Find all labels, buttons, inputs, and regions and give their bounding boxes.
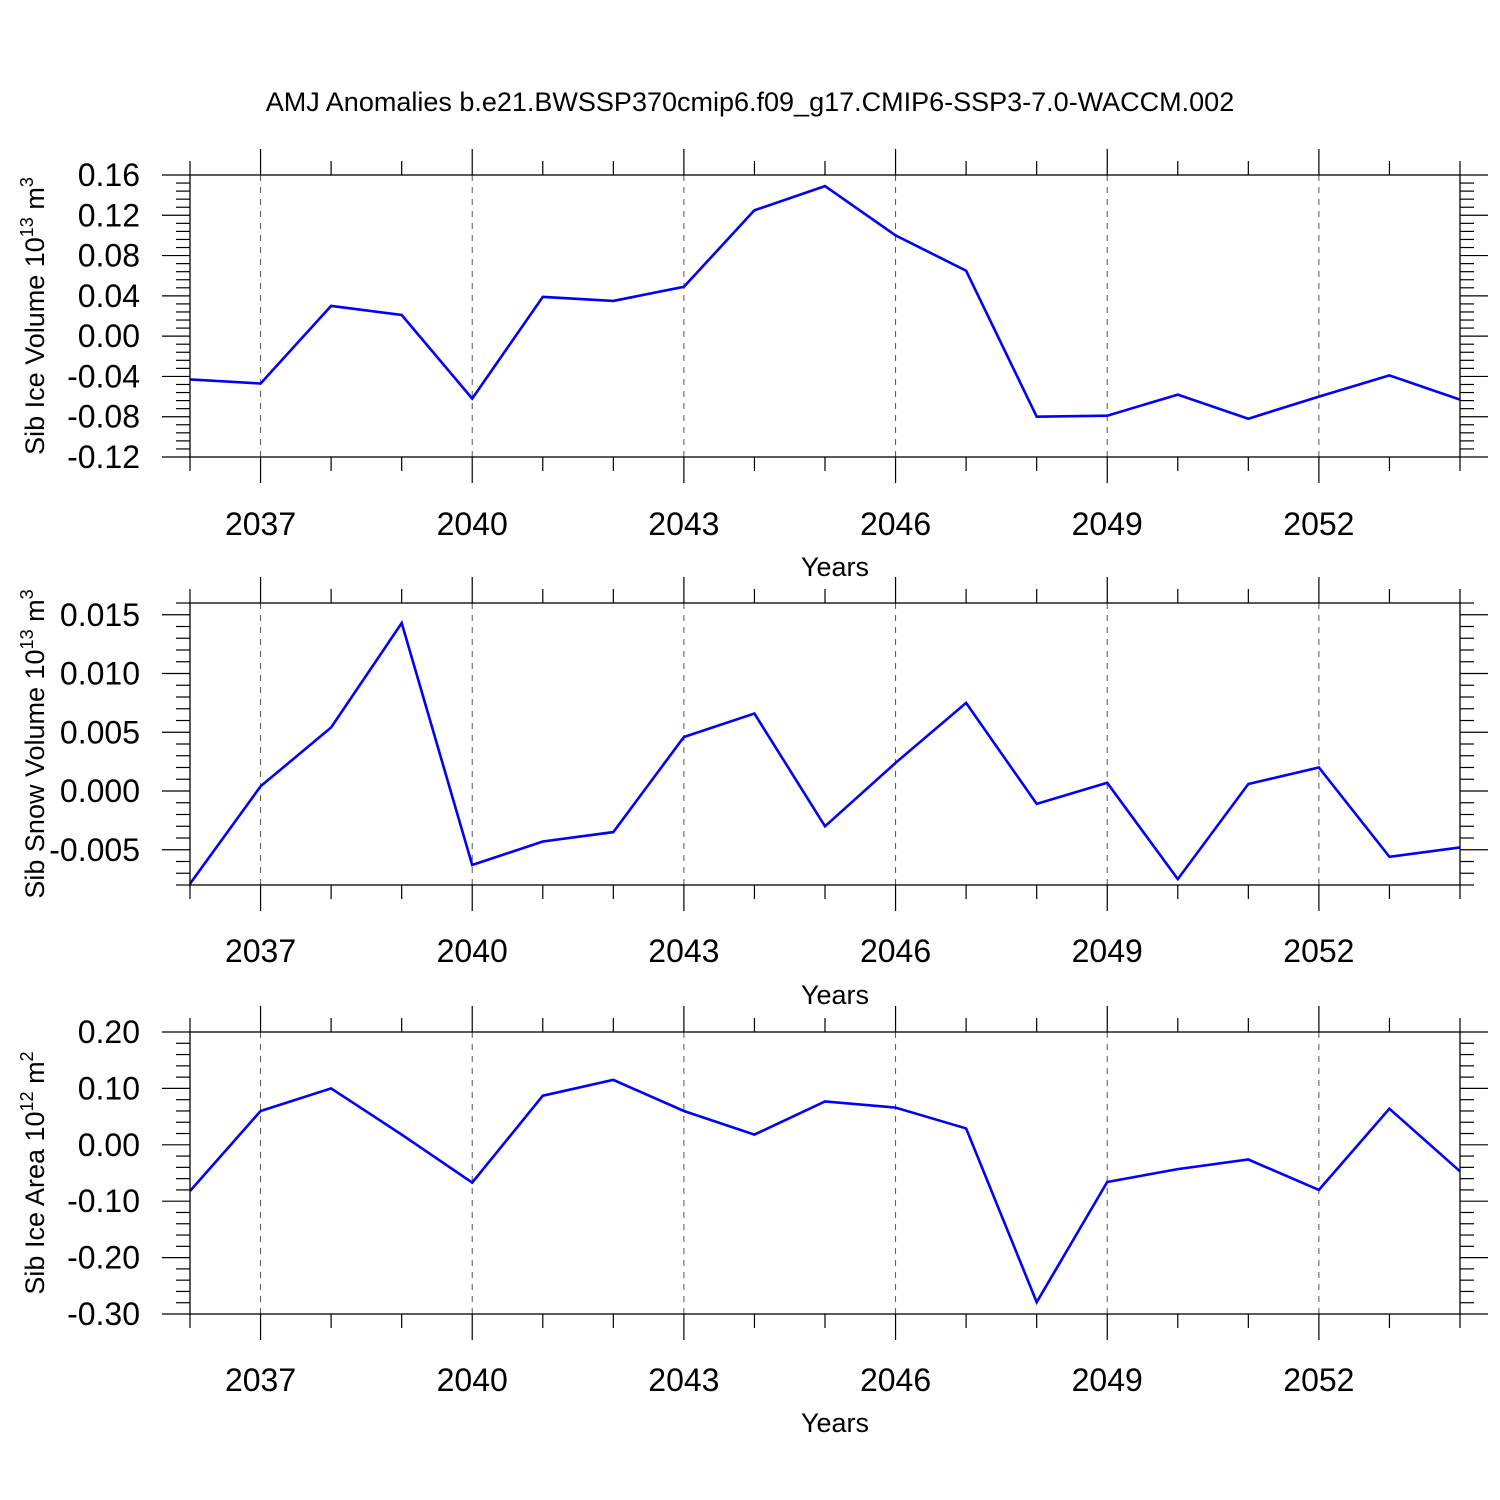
y-axis-title-exponent: 13 — [17, 217, 37, 237]
y-axis-title: Sib Snow Volume 1013 m3 — [17, 589, 50, 898]
y-axis-title: Sib Ice Volume 1013 m3 — [17, 177, 50, 455]
x-tick-label: 2043 — [648, 1362, 719, 1398]
y-axis-title: Sib Ice Area 1012 m2 — [17, 1051, 50, 1294]
y-axis-title-unit: m — [20, 1061, 50, 1091]
x-tick-label: 2037 — [225, 933, 296, 969]
y-tick-label: 0.010 — [60, 656, 140, 692]
y-tick-label: -0.12 — [67, 439, 140, 475]
plot-frame — [189, 174, 1461, 458]
chart-panel-1: 2037 2040 2043 2046 2049 2052 Years -0.12 -0.08 -… — [17, 149, 1488, 582]
x-tick-label: 2037 — [225, 506, 296, 542]
x-tick-label: 2052 — [1283, 506, 1354, 542]
y-axis-title-text: Sib Ice Area 10 — [20, 1111, 50, 1294]
plot-frame — [189, 602, 1461, 886]
y-axis-title-text: Sib Snow Volume 10 — [20, 649, 50, 898]
y-axis-title-unit: m — [20, 187, 50, 217]
y-axis-title-unit: m — [20, 599, 50, 629]
y-tick-label: 0.04 — [78, 278, 140, 314]
y-tick-label: 0.20 — [78, 1014, 140, 1050]
panels: 2037 2040 2043 2046 2049 2052 Years -0.12 -0.08 -… — [17, 149, 1488, 1438]
y-tick-label: 0.12 — [78, 197, 140, 233]
chart-panel-2: 2037 2040 2043 2046 2049 2052 Years -0.005 0.000… — [17, 577, 1488, 1010]
x-tick-label: 2049 — [1072, 933, 1143, 969]
x-axis-title: Years — [801, 980, 869, 1010]
y-tick-label: -0.005 — [49, 832, 140, 868]
y-tick-label: 0.000 — [60, 773, 140, 809]
y-tick-label: -0.20 — [67, 1240, 140, 1276]
y-axis-title-exponent: 12 — [17, 1091, 37, 1111]
x-tick-label: 2040 — [437, 506, 508, 542]
y-tick-label: -0.08 — [67, 399, 140, 435]
y-axis-title-exponent: 13 — [17, 629, 37, 649]
y-tick-label: -0.04 — [67, 358, 140, 394]
x-tick-label: 2049 — [1072, 506, 1143, 542]
series-line — [189, 184, 1461, 421]
x-axis-title: Years — [801, 1408, 869, 1438]
x-tick-label: 2046 — [860, 933, 931, 969]
y-axis-title-text: Sib Ice Volume 10 — [20, 237, 50, 455]
series-line — [188, 619, 1461, 885]
x-tick-label: 2043 — [648, 933, 719, 969]
x-tick-label: 2052 — [1283, 933, 1354, 969]
y-tick-label: 0.00 — [78, 318, 140, 354]
y-tick-label: 0.16 — [78, 157, 140, 193]
x-tick-label: 2049 — [1072, 1362, 1143, 1398]
x-tick-label: 2037 — [225, 1362, 296, 1398]
x-tick-label: 2046 — [860, 1362, 931, 1398]
plot-frame — [189, 1031, 1461, 1315]
y-axis-title-unit-exponent: 3 — [17, 177, 37, 187]
y-axis-title-unit-exponent: 2 — [17, 1051, 37, 1061]
y-tick-label: 0.08 — [78, 238, 140, 274]
y-tick-label: 0.10 — [78, 1070, 140, 1106]
x-tick-label: 2043 — [648, 506, 719, 542]
y-axis-title-unit-exponent: 3 — [17, 589, 37, 599]
series-line — [189, 1078, 1461, 1306]
y-tick-label: 0.00 — [78, 1127, 140, 1163]
figure-title: AMJ Anomalies b.e21.BWSSP370cmip6.f09_g1… — [266, 87, 1234, 117]
x-tick-label: 2040 — [437, 1362, 508, 1398]
y-tick-label: 0.005 — [60, 714, 140, 750]
x-axis-title: Years — [801, 552, 869, 582]
x-tick-label: 2046 — [860, 506, 931, 542]
y-tick-label: -0.30 — [67, 1296, 140, 1332]
x-tick-label: 2052 — [1283, 1362, 1354, 1398]
y-tick-label: 0.015 — [60, 597, 140, 633]
chart-panel-3: 2037 2040 2043 2046 2049 2052 Years -0.30 -0.20 -… — [17, 1006, 1488, 1438]
x-tick-label: 2040 — [437, 933, 508, 969]
y-tick-label: -0.10 — [67, 1183, 140, 1219]
